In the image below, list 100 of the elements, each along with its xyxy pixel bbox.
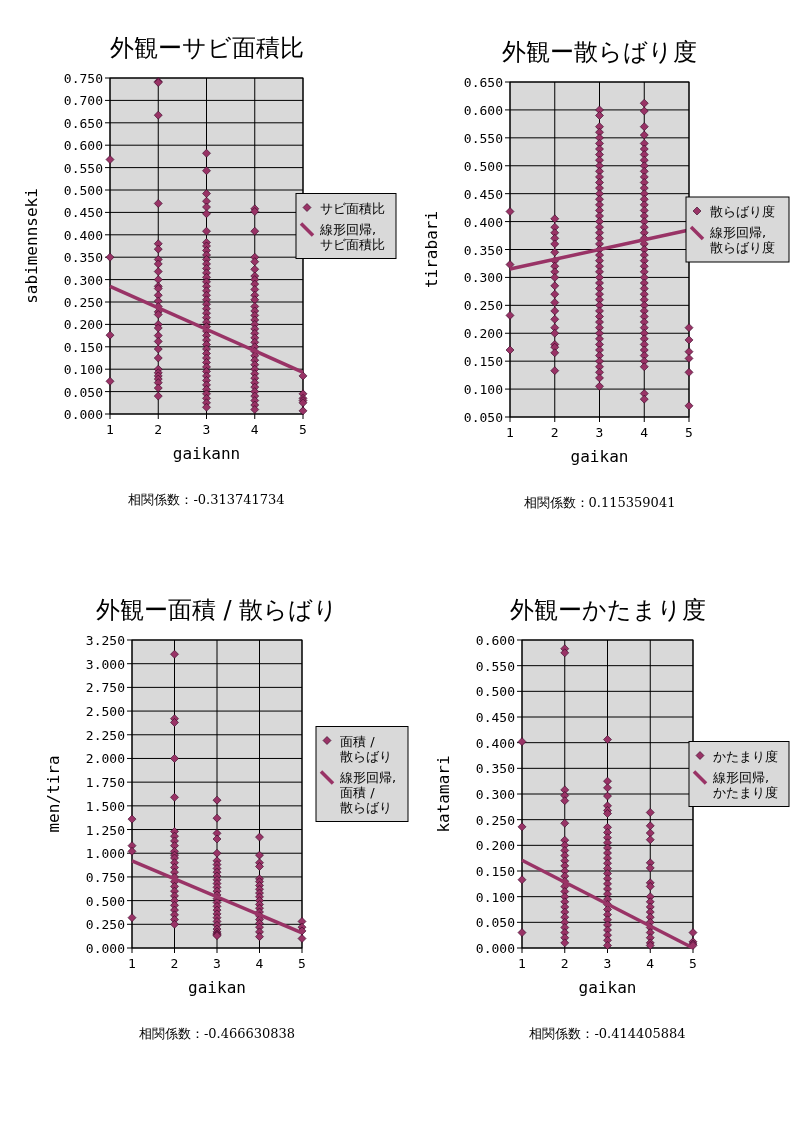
y-axis-title: men/tira xyxy=(44,755,63,833)
y-tick-label: 0.300 xyxy=(475,787,515,802)
y-axis-title: tirabari xyxy=(422,210,441,289)
x-axis-title: gaikann xyxy=(172,444,241,463)
y-tick-label: 0.100 xyxy=(463,382,503,398)
x-tick-label: 1 xyxy=(506,425,514,440)
y-tick-label: 0.000 xyxy=(63,407,103,422)
y-tick-label: 0.050 xyxy=(63,384,103,400)
chart-title: 外観ー面積 / 散らばり xyxy=(95,596,339,624)
x-tick-label: 2 xyxy=(154,422,163,437)
legend-label: 散らばり度 xyxy=(710,204,775,219)
y-tick-label: 0.250 xyxy=(85,917,125,933)
y-tick-label: 1.000 xyxy=(85,846,125,862)
y-tick-label: 0.200 xyxy=(63,317,103,333)
y-tick-label: 0.500 xyxy=(475,684,515,700)
y-tick-label: 0.150 xyxy=(63,339,103,355)
y-tick-label: 0.400 xyxy=(63,227,103,243)
y-tick-label: 0.250 xyxy=(63,295,103,310)
x-tick-label: 5 xyxy=(299,422,307,437)
x-tick-label: 3 xyxy=(603,956,612,971)
y-tick-label: 0.250 xyxy=(475,812,515,828)
y-tick-label: 0.300 xyxy=(463,270,503,286)
x-tick-label: 4 xyxy=(646,956,655,971)
x-tick-label: 5 xyxy=(689,956,697,971)
y-tick-label: 0.050 xyxy=(475,915,515,931)
y-tick-label: 0.450 xyxy=(463,186,503,202)
x-tick-label: 1 xyxy=(106,422,114,437)
y-tick-label: 1.750 xyxy=(85,775,125,791)
x-axis-title: gaikan xyxy=(578,978,637,997)
y-tick-label: 3.250 xyxy=(85,633,125,648)
y-tick-label: 0.200 xyxy=(463,326,503,342)
y-axis-title: katamari xyxy=(434,755,453,833)
y-tick-label: 0.100 xyxy=(475,889,515,905)
y-tick-label: 0.500 xyxy=(63,183,103,198)
y-tick-label: 0.050 xyxy=(463,410,503,425)
legend-label: 面積 / 散らばり xyxy=(340,733,392,764)
chart-title: 外観ーサビ面積比 xyxy=(109,34,304,62)
y-tick-label: 0.000 xyxy=(475,941,515,956)
y-tick-label: 0.450 xyxy=(475,710,515,725)
y-tick-label: 0.500 xyxy=(463,158,503,174)
y-tick-label: 0.550 xyxy=(475,658,515,674)
y-tick-label: 2.000 xyxy=(85,751,125,767)
y-tick-label: 0.150 xyxy=(475,864,515,879)
x-axis-title: gaikan xyxy=(570,447,629,466)
x-tick-label: 4 xyxy=(255,956,264,971)
y-tick-label: 0.600 xyxy=(475,633,515,648)
legend-label: 線形回帰, 散らばり度 xyxy=(709,225,775,255)
y-tick-label: 0.200 xyxy=(475,838,515,854)
y-tick-label: 0.250 xyxy=(463,298,503,314)
y-tick-label: 3.000 xyxy=(85,656,125,672)
x-tick-label: 3 xyxy=(213,956,221,971)
x-axis-title: gaikan xyxy=(188,978,246,997)
y-tick-label: 2.250 xyxy=(85,727,125,743)
x-tick-label: 3 xyxy=(595,425,604,440)
x-tick-label: 2 xyxy=(560,956,569,971)
x-tick-label: 1 xyxy=(128,956,136,971)
legend-label: 線形回帰, かたまり度 xyxy=(712,769,778,800)
y-tick-label: 0.750 xyxy=(63,71,103,86)
y-tick-label: 0.350 xyxy=(63,250,103,266)
y-tick-label: 0.100 xyxy=(63,362,103,378)
y-tick-label: 0.300 xyxy=(63,272,103,288)
y-tick-label: 0.550 xyxy=(63,160,103,176)
y-tick-label: 0.600 xyxy=(63,138,103,154)
legend-label: 線形回帰, サビ面積比 xyxy=(319,221,385,252)
y-tick-label: 0.550 xyxy=(463,130,503,146)
legend-label: 線形回帰, 面積 / 散らばり xyxy=(339,769,397,815)
y-tick-label: 0.700 xyxy=(63,93,103,109)
y-tick-label: 0.500 xyxy=(85,893,125,909)
y-tick-label: 1.250 xyxy=(85,822,125,838)
y-tick-label: 0.600 xyxy=(463,102,503,118)
text: 相関係数：-0.466630838 xyxy=(138,1026,296,1041)
chart-title: 外観ーかたまり度 xyxy=(509,596,706,624)
x-tick-label: 5 xyxy=(298,956,306,971)
y-tick-label: 1.500 xyxy=(85,798,125,814)
y-tick-label: 0.400 xyxy=(463,214,503,230)
text: 相関係数：-0.414405884 xyxy=(529,1026,686,1041)
y-tick-label: 0.350 xyxy=(463,242,503,258)
y-tick-label: 0.750 xyxy=(85,869,125,885)
y-tick-label: 0.350 xyxy=(475,761,515,777)
y-tick-label: 0.450 xyxy=(63,205,103,221)
y-axis-title: sabimennseki xyxy=(22,188,41,304)
chart-title: 外観ー散らばり度 xyxy=(502,38,697,66)
x-tick-label: 2 xyxy=(550,425,559,440)
y-tick-label: 2.500 xyxy=(85,704,125,720)
legend-label: かたまり度 xyxy=(713,748,778,764)
x-tick-label: 3 xyxy=(202,422,211,437)
legend-label: サビ面積比 xyxy=(320,200,385,216)
y-tick-label: 0.650 xyxy=(463,75,503,90)
x-tick-label: 4 xyxy=(250,422,259,437)
text: 相関係数：0.115359041 xyxy=(523,495,676,510)
x-tick-label: 1 xyxy=(518,956,526,971)
y-tick-label: 2.750 xyxy=(85,680,125,696)
text: 相関係数：-0.313741734 xyxy=(128,492,285,507)
y-tick-label: 0.650 xyxy=(63,115,103,131)
x-tick-label: 5 xyxy=(685,425,693,440)
x-tick-label: 4 xyxy=(640,425,649,440)
y-tick-label: 0.400 xyxy=(475,735,515,751)
x-tick-label: 2 xyxy=(170,956,179,971)
y-tick-label: 0.000 xyxy=(85,941,125,956)
y-tick-label: 0.150 xyxy=(463,354,503,370)
